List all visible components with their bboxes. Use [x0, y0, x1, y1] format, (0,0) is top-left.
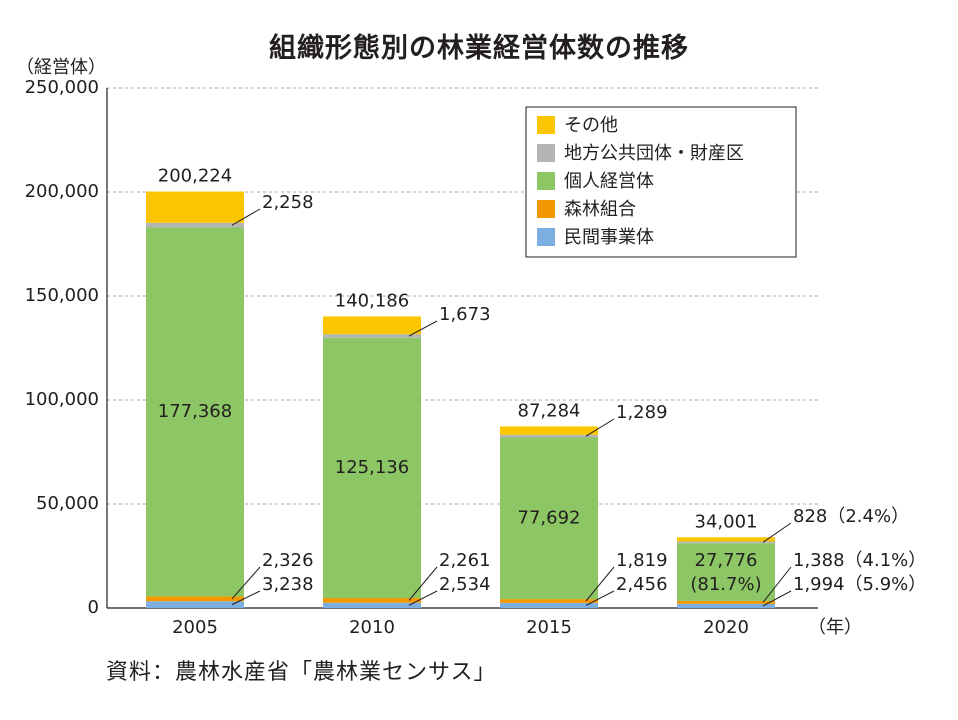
- individual-pct-label: (81.7%): [690, 574, 761, 595]
- bar-segment: [146, 222, 244, 228]
- total-label: 200,224: [158, 166, 232, 187]
- forest-coop-label-leader: [231, 566, 261, 600]
- private-label: 2,456: [616, 574, 668, 595]
- total-label: 140,186: [335, 290, 409, 311]
- bar-segment: [323, 316, 421, 335]
- legend-swatch: [537, 116, 555, 134]
- bar-segment: [323, 334, 421, 338]
- private-label-leader: [231, 590, 261, 606]
- bar-segment: [500, 426, 598, 435]
- y-tick-label: 50,000: [36, 493, 99, 514]
- private-label: 2,534: [439, 574, 491, 595]
- source-note: 資料：農林水産省「農林業センサス」: [106, 660, 497, 685]
- bar-segment: [677, 541, 775, 544]
- local-gov-label: 2,258: [262, 192, 314, 213]
- bar-segment: [146, 191, 244, 223]
- forest-coop-label-leader: [408, 566, 438, 601]
- legend-swatch: [537, 144, 555, 162]
- local-gov-label-leader: [585, 418, 615, 437]
- x-axis-label: （年）: [808, 617, 862, 638]
- private-label-leader: [762, 590, 792, 607]
- private-label-leader: [585, 590, 615, 606]
- legend-swatch: [537, 172, 555, 190]
- legend-label: その他: [564, 115, 618, 136]
- bar-segment: [677, 603, 775, 608]
- forest-coop-label: 2,326: [262, 550, 314, 571]
- total-label: 87,284: [518, 400, 581, 421]
- forest-coop-label: 2,261: [439, 550, 491, 571]
- individual-label: 27,776: [695, 550, 758, 571]
- bar-segment: [677, 537, 775, 542]
- bar-segment: [500, 599, 598, 603]
- bar-segment: [500, 434, 598, 438]
- local-gov-label: 828（2.4%）: [793, 506, 909, 527]
- local-gov-label-leader: [762, 522, 792, 543]
- private-label: 1,994（5.9%）: [793, 574, 926, 595]
- x-tick-label: 2010: [349, 617, 395, 638]
- x-tick-label: 2020: [703, 617, 749, 638]
- individual-label: 125,136: [335, 457, 409, 478]
- bar-segment: [500, 437, 598, 600]
- bar-segment: [323, 598, 421, 603]
- local-gov-label-leader: [231, 208, 261, 226]
- y-tick-label: 0: [88, 597, 99, 618]
- legend-label: 民間事業体: [564, 227, 654, 248]
- bar-segment: [677, 543, 775, 601]
- forest-coop-label-leader: [585, 566, 615, 602]
- y-tick-label: 250,000: [25, 77, 99, 98]
- forest-coop-label-leader: [762, 566, 792, 603]
- y-tick-label: 100,000: [25, 389, 99, 410]
- x-tick-label: 2005: [172, 617, 218, 638]
- total-label: 34,001: [695, 511, 758, 532]
- legend-box: [525, 106, 797, 258]
- private-label-leader: [408, 590, 438, 606]
- x-tick-label: 2015: [526, 617, 572, 638]
- bar-segment: [146, 601, 244, 608]
- bar-segment: [146, 596, 244, 602]
- bar-segment: [500, 602, 598, 608]
- local-gov-label: 1,289: [616, 402, 668, 423]
- bar-segment: [323, 602, 421, 608]
- bar-segment: [677, 600, 775, 604]
- forest-coop-label: 1,819: [616, 550, 668, 571]
- y-tick-label: 150,000: [25, 285, 99, 306]
- chart-title: 組織形態別の林業経営体数の推移: [269, 33, 689, 64]
- individual-label: 177,368: [158, 401, 232, 422]
- local-gov-label: 1,673: [439, 304, 491, 325]
- y-tick-label: 200,000: [25, 181, 99, 202]
- legend-label: 地方公共団体・財産区: [564, 143, 744, 164]
- bar-segment: [146, 227, 244, 597]
- bar-segment: [323, 337, 421, 599]
- y-axis-label: （経営体）: [16, 57, 106, 78]
- legend-swatch: [537, 200, 555, 218]
- legend-label: 森林組合: [564, 199, 636, 220]
- legend-swatch: [537, 228, 555, 246]
- private-label: 3,238: [262, 574, 314, 595]
- legend-label: 個人経営体: [564, 171, 654, 192]
- forest-coop-label: 1,388（4.1%）: [793, 550, 926, 571]
- individual-label: 77,692: [518, 507, 581, 528]
- local-gov-label-leader: [408, 320, 438, 337]
